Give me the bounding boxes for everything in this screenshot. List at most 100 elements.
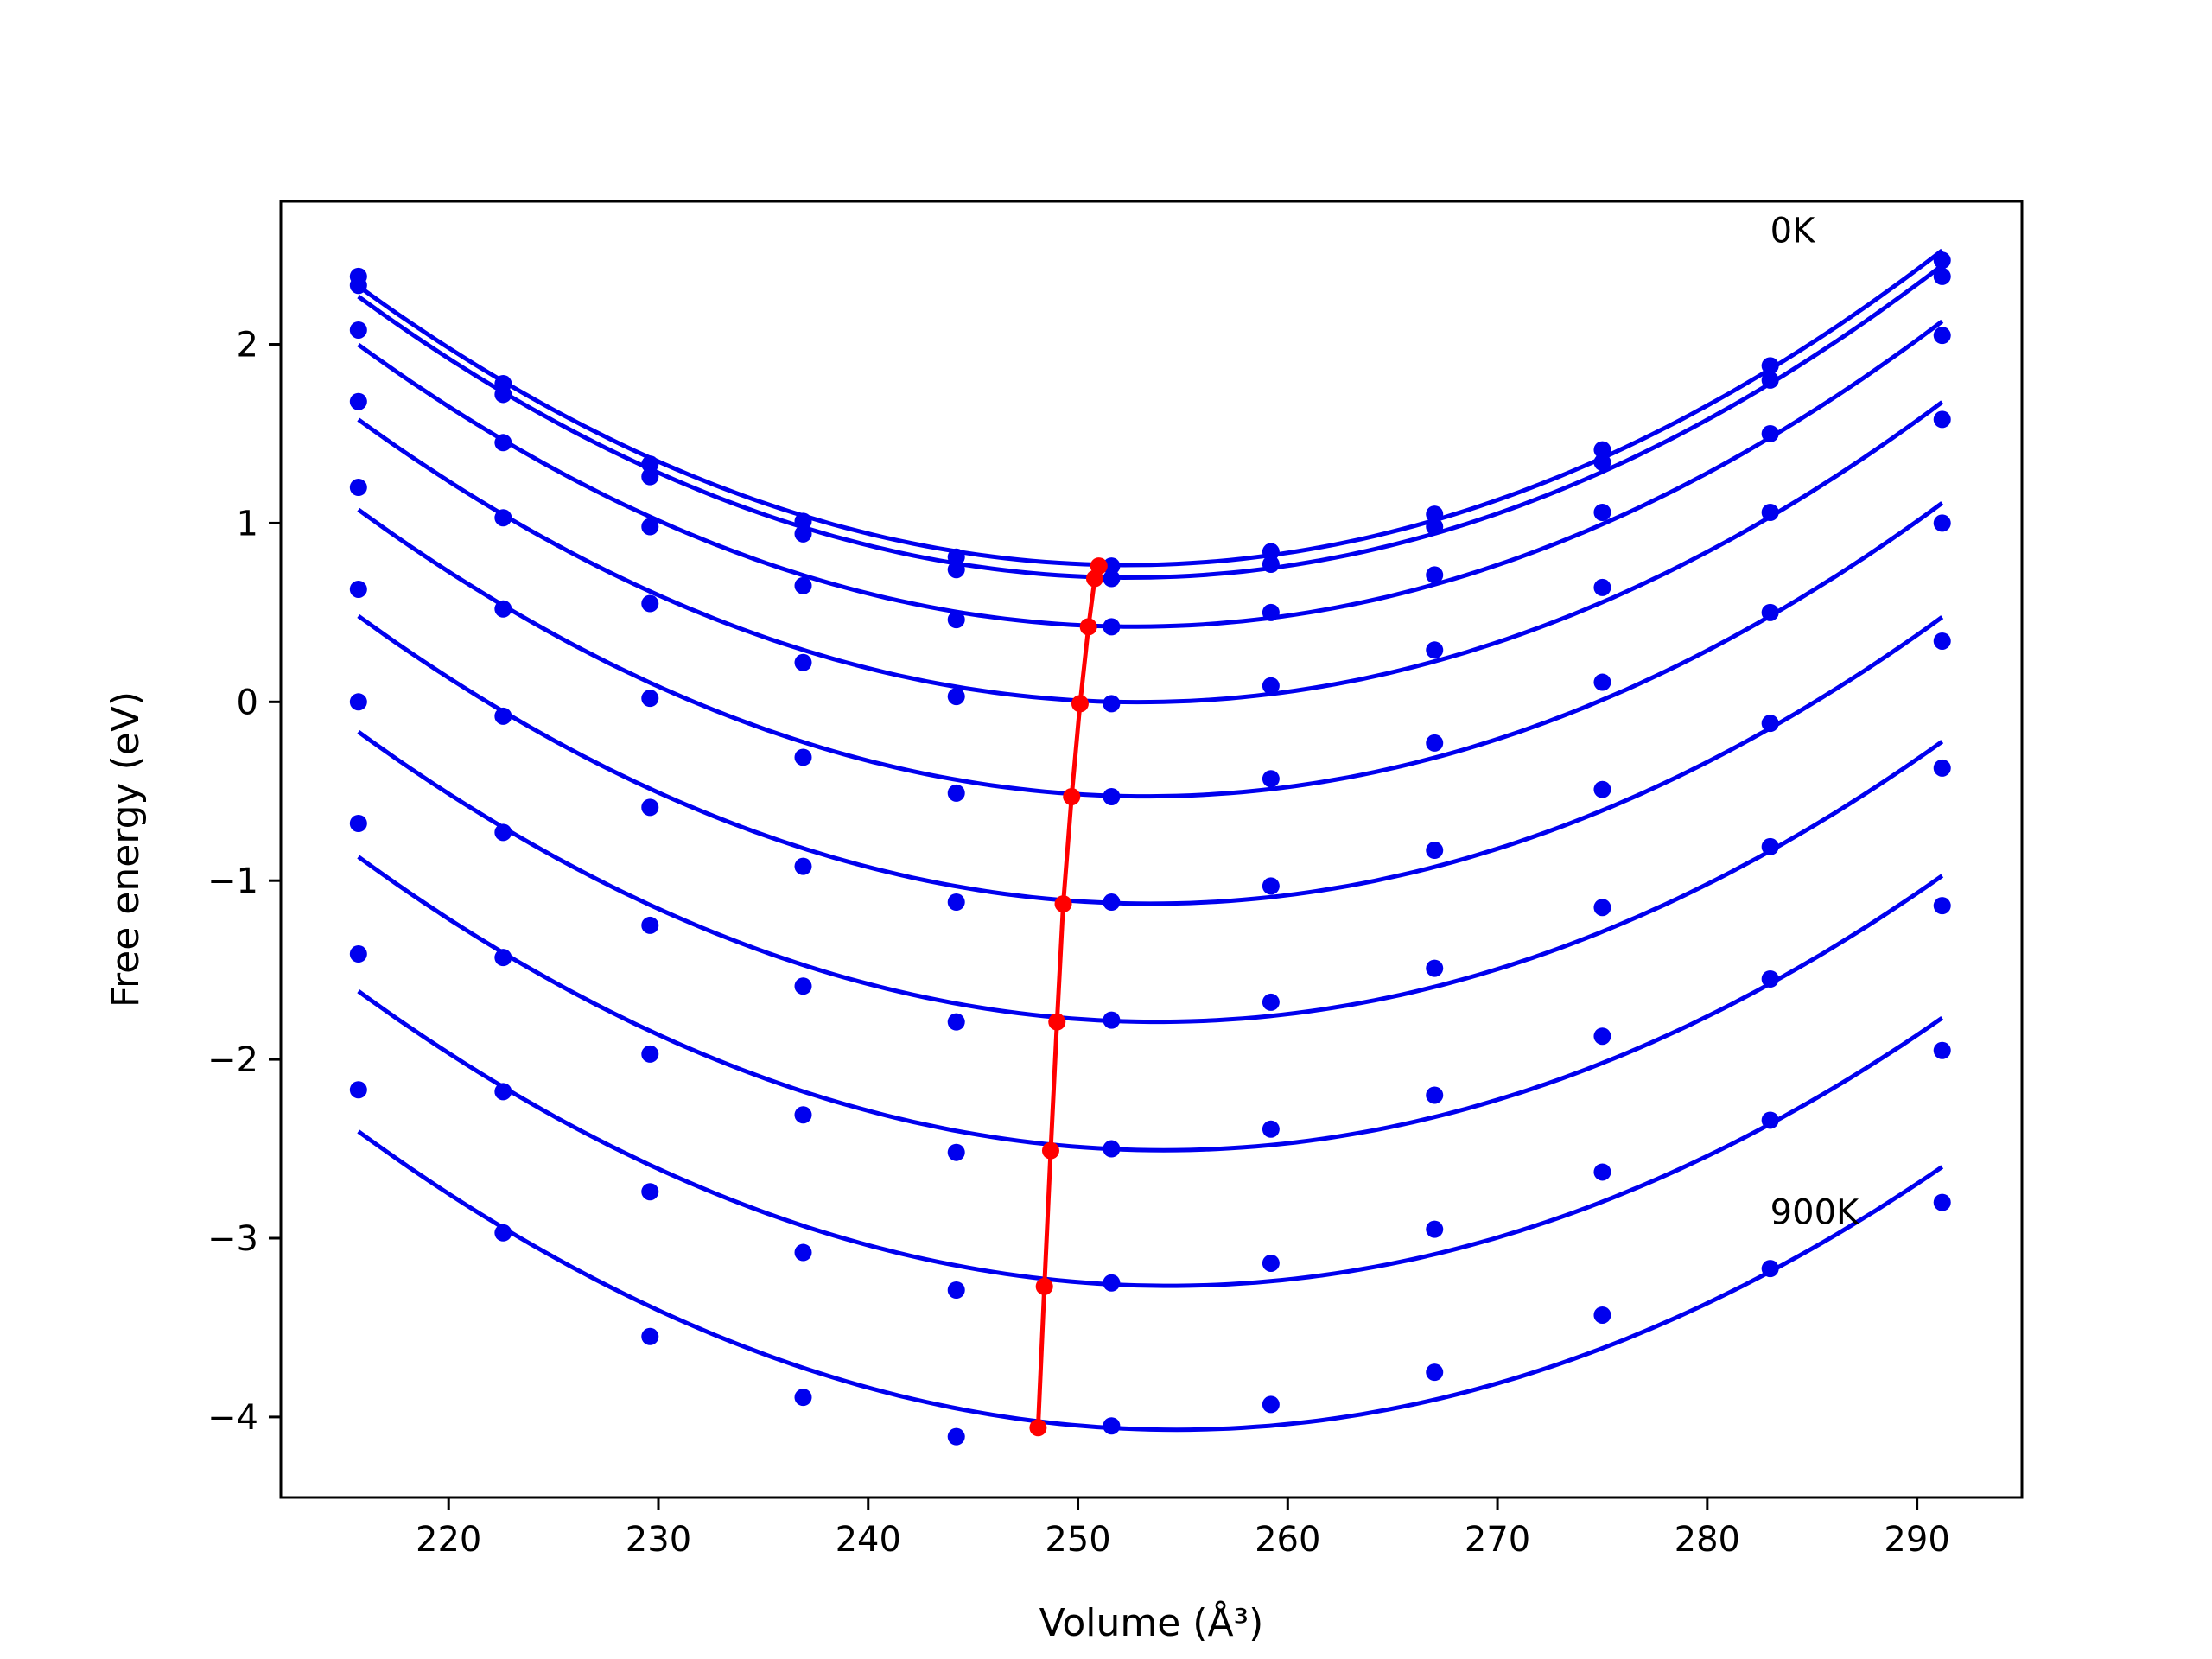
series-1-point-2: [641, 467, 659, 486]
series-4-point-6: [1262, 770, 1280, 788]
series-9-point-10: [1933, 1193, 1951, 1211]
series-5-fit-line: [357, 613, 1944, 906]
series-1-point-4: [947, 561, 965, 579]
series-3-point-8: [1593, 578, 1611, 596]
minima-point-2: [1079, 618, 1097, 636]
series-1-fit-line: [357, 264, 1944, 581]
y-axis: −4 −3 −2 −1 0 1 2: [207, 326, 281, 1438]
series-9-fit-line: [357, 1129, 1944, 1433]
series-1-point-3: [794, 524, 812, 543]
series-5-point-1: [494, 707, 512, 725]
series-8-point-10: [1933, 1041, 1951, 1059]
series-6-point-0: [349, 693, 367, 711]
series-1-point-0: [349, 276, 367, 295]
series-4-point-10: [1933, 514, 1951, 532]
series-8-point-1: [494, 1083, 512, 1101]
series-2-point-10: [1933, 327, 1951, 345]
series-5-point-3: [794, 857, 812, 875]
series-8-point-5: [1103, 1274, 1121, 1292]
series-9-point-4: [947, 1427, 965, 1446]
plot-area: [349, 248, 1951, 1446]
series-9-point-2: [641, 1327, 659, 1345]
series-1-point-1: [494, 385, 512, 404]
series-8-point-3: [794, 1243, 812, 1262]
x-tick-label: 230: [626, 1520, 691, 1560]
y-tick-label: 2: [237, 326, 258, 365]
series-4-point-0: [349, 479, 367, 497]
series-9-point-6: [1262, 1395, 1280, 1414]
series-0-point-9: [1761, 357, 1779, 375]
series-5-point-9: [1761, 715, 1779, 733]
series-6-point-9: [1761, 837, 1779, 855]
y-tick-label: 0: [237, 683, 258, 722]
series-9-point-0: [349, 1081, 367, 1099]
series-4-point-2: [641, 690, 659, 708]
series-2-point-6: [1262, 603, 1280, 621]
series-0-point-5: [1103, 557, 1121, 575]
series-4-point-1: [494, 600, 512, 618]
series-4-point-7: [1426, 734, 1444, 752]
series-5-point-6: [1262, 877, 1280, 895]
series-3-point-4: [947, 688, 965, 706]
x-tick-label: 220: [416, 1520, 481, 1560]
y-tick-label: −2: [207, 1040, 258, 1080]
series-4-point-8: [1593, 673, 1611, 691]
series-7-point-1: [494, 949, 512, 967]
series-7-point-2: [641, 1045, 659, 1063]
series-2-point-0: [349, 321, 367, 339]
series-9-point-5: [1103, 1417, 1121, 1435]
series-7-point-3: [794, 1106, 812, 1124]
series-3-point-1: [494, 509, 512, 527]
series-3-point-3: [794, 653, 812, 671]
series-2-point-5: [1103, 618, 1121, 636]
series-1-point-9: [1761, 371, 1779, 389]
x-axis: 220 230 240 250 260 270 280 290: [416, 1497, 1950, 1560]
series-6-point-5: [1103, 1011, 1121, 1029]
series-4-point-9: [1761, 603, 1779, 621]
series-2-point-8: [1593, 504, 1611, 521]
series-6-fit-line: [357, 729, 1944, 1025]
series-8-point-6: [1262, 1254, 1280, 1272]
series-5-point-5: [1103, 893, 1121, 912]
series-4-point-4: [947, 784, 965, 802]
series-0-fit-line: [357, 248, 1944, 568]
series-7-point-9: [1761, 970, 1779, 988]
series-8-point-7: [1426, 1220, 1444, 1238]
series-8-point-4: [947, 1281, 965, 1299]
series-0-point-8: [1593, 441, 1611, 459]
series-3-point-6: [1262, 677, 1280, 695]
series-8-point-9: [1761, 1111, 1779, 1129]
series-4-point-3: [794, 748, 812, 766]
series-7-point-7: [1426, 1086, 1444, 1104]
series-3-point-9: [1761, 504, 1779, 521]
series-9-point-9: [1761, 1260, 1779, 1278]
series-7-point-4: [947, 1143, 965, 1161]
annotation-0k: 0K: [1770, 212, 1816, 251]
series-3-fit-line: [357, 400, 1944, 705]
x-tick-label: 240: [836, 1520, 901, 1560]
series-2-fit-line: [357, 319, 1944, 629]
annotation-900k: 900K: [1770, 1192, 1860, 1232]
series-1-point-7: [1426, 518, 1444, 536]
x-tick-label: 270: [1465, 1520, 1530, 1560]
minima-point-4: [1063, 787, 1081, 805]
series-1-point-10: [1933, 267, 1951, 285]
series-9-point-8: [1593, 1306, 1611, 1324]
series-3-point-7: [1426, 641, 1444, 659]
series-1-point-8: [1593, 454, 1611, 472]
series-5-point-8: [1593, 780, 1611, 798]
series-7-point-8: [1593, 1027, 1611, 1046]
series-4-point-5: [1103, 787, 1121, 805]
series-8-point-8: [1593, 1163, 1611, 1181]
series-5-point-10: [1933, 632, 1951, 650]
series-7-point-6: [1262, 1120, 1280, 1138]
series-5-point-7: [1426, 842, 1444, 860]
minima-line: [1035, 565, 1102, 1428]
minima-point-8: [1035, 1277, 1053, 1295]
series-8-fit-line: [357, 989, 1944, 1288]
series-9-point-3: [794, 1389, 812, 1407]
series-2-point-4: [947, 611, 965, 629]
series-8-point-2: [641, 1183, 659, 1201]
series-7-point-10: [1933, 897, 1951, 915]
